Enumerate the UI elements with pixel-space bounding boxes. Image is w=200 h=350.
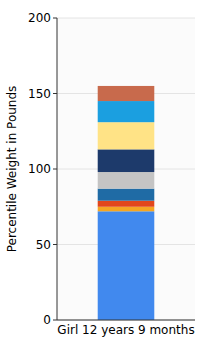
bar-segment (98, 172, 155, 189)
tick-mark (53, 244, 57, 245)
tick-mark (53, 320, 57, 321)
tick-label: 100 (28, 162, 51, 176)
tick-mark (53, 93, 57, 94)
chart-container: 0 50 100 150 200 Girl 12 years 9 months Percen… (0, 0, 200, 350)
bar-segment (98, 149, 155, 172)
bar-segment (98, 101, 155, 122)
y-axis (57, 18, 58, 320)
bar-segment (98, 211, 155, 320)
y-axis-title: Percentile Weight in Pounds (5, 86, 19, 253)
tick-label: 50 (36, 238, 51, 252)
tick-mark (53, 169, 57, 170)
bars (98, 86, 155, 320)
bar-segment (98, 86, 155, 101)
tick-mark (53, 18, 57, 19)
tick-label: 200 (28, 11, 51, 25)
plot-background (57, 18, 195, 320)
tick-label: 0 (43, 313, 51, 327)
chart-svg: 0 50 100 150 200 Girl 12 years 9 months Percen… (0, 0, 200, 350)
bar-segment (98, 207, 155, 212)
bar-segment (98, 122, 155, 149)
grid-line (57, 320, 195, 321)
bar-segment (98, 201, 155, 207)
bar-segment (98, 189, 155, 201)
tick-label: 150 (28, 87, 51, 101)
x-axis (57, 320, 195, 321)
category-label: Girl 12 years 9 months (57, 323, 194, 337)
grid-line (57, 18, 195, 19)
